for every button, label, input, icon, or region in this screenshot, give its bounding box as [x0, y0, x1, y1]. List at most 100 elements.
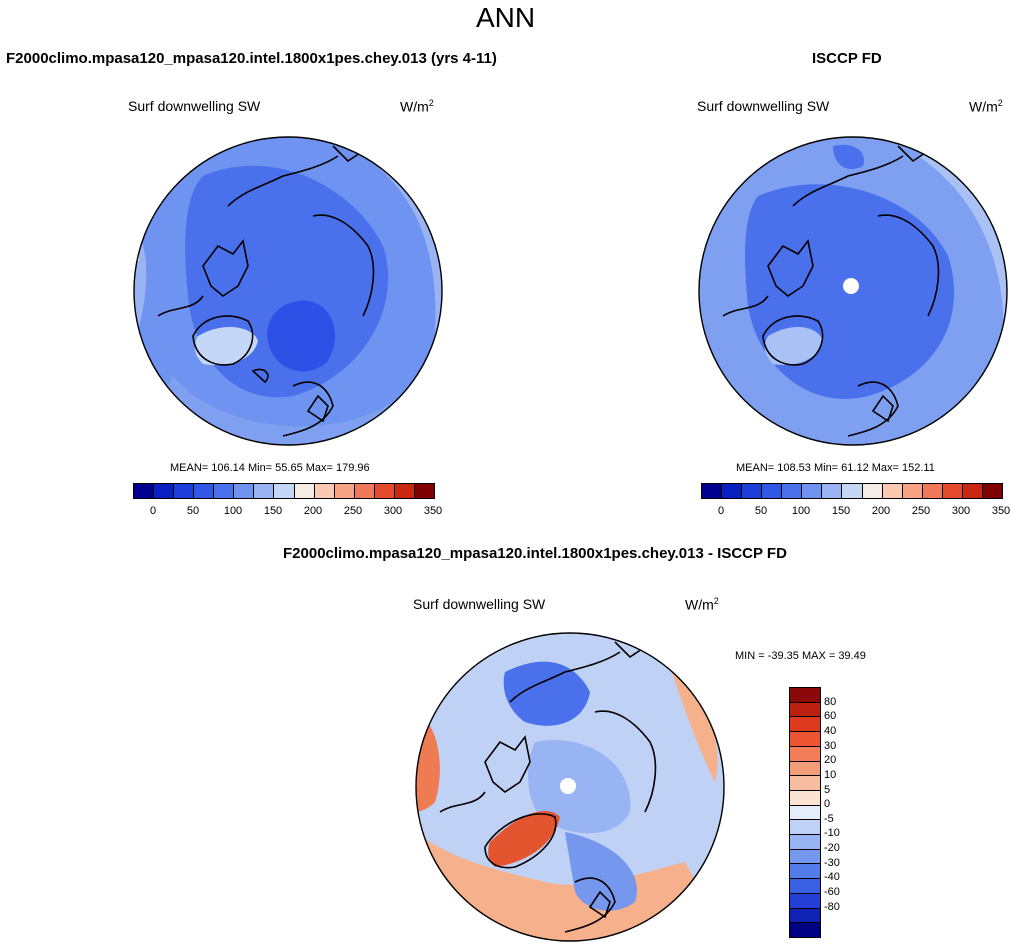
warm-east — [665, 652, 718, 782]
colorbar-tick-label: -10 — [824, 827, 840, 840]
colorbar-tick-label: 0 — [149, 505, 157, 517]
colorbar-swatch — [722, 484, 743, 498]
colorbar-swatch — [234, 484, 255, 498]
panel-3-stats: MIN = -39.35 MAX = 39.49 — [735, 650, 866, 662]
colorbar-swatch — [194, 484, 215, 498]
colorbar-tick-label: 10 — [824, 768, 837, 781]
panel-2-title: ISCCP FD — [812, 50, 882, 67]
colorbar-swatch — [790, 688, 820, 703]
panel-3-variable: Surf downwelling SW — [413, 596, 546, 612]
panel-1-title: F2000climo.mpasa120_mpasa120.intel.1800x… — [6, 50, 497, 67]
colorbar-swatch — [790, 923, 820, 937]
colorbar-tick-label: 30 — [824, 739, 837, 752]
panel-2-units: W/m2 — [969, 98, 1003, 115]
colorbar-swatch — [790, 864, 820, 880]
colorbar-tick-label: -20 — [824, 842, 840, 855]
colorbar-swatch — [962, 484, 983, 498]
colorbar-swatch — [790, 879, 820, 894]
colorbar-tick-label: 350 — [991, 505, 1011, 517]
colorbar-swatch — [882, 484, 903, 498]
colorbar-tick-label: -80 — [824, 900, 840, 913]
colorbar-swatch — [790, 732, 820, 747]
colorbar-tick-label: 40 — [824, 724, 837, 737]
panel-3-map — [415, 632, 725, 942]
colorbar-tick-label: 300 — [383, 505, 403, 517]
mid-blue-zone — [503, 661, 590, 726]
blue-center — [528, 740, 631, 834]
map-border — [415, 632, 725, 942]
colorbar-swatch — [790, 849, 820, 865]
colorbar-swatch — [790, 805, 820, 821]
colorbar-swatch — [174, 484, 195, 498]
colorbar-swatch — [274, 484, 295, 498]
colorbar-swatch — [742, 484, 763, 498]
colorbar-swatch — [702, 484, 723, 498]
colorbar-tick-label: 100 — [223, 505, 243, 517]
colorbar-swatch — [294, 484, 315, 498]
colorbar-tick-label: 150 — [263, 505, 283, 517]
colorbar-swatch — [942, 484, 963, 498]
colorbar-swatch — [842, 484, 863, 498]
colorbar-tick-label: 20 — [824, 754, 837, 767]
colorbar-swatch — [790, 717, 820, 733]
colorbar-tick-label: 80 — [824, 695, 837, 708]
panel-3-units: W/m2 — [685, 596, 719, 613]
colorbar-swatch — [790, 702, 820, 718]
colorbar-swatch — [790, 820, 820, 836]
colorbar-tick-label: -30 — [824, 856, 840, 869]
colorbar-tick-label: 300 — [951, 505, 971, 517]
colorbar-swatch — [790, 893, 820, 909]
greenland-pale — [764, 326, 823, 366]
main-title: ANN — [475, 2, 536, 33]
colorbar-tick-label: 150 — [831, 505, 851, 517]
map-border — [698, 136, 1008, 446]
colorbar-swatch — [374, 484, 395, 498]
panel-1-variable: Surf downwelling SW — [128, 98, 261, 114]
missing-pole — [843, 278, 859, 294]
colorbar-tick-label: 350 — [423, 505, 443, 517]
colorbar-tick-label: 100 — [791, 505, 811, 517]
panel-1-map — [133, 136, 443, 446]
colorbar-swatch — [790, 835, 820, 850]
colorbar-swatch — [254, 484, 275, 498]
panel-2-colorbar — [701, 483, 1003, 499]
colorbar-swatch — [790, 761, 820, 777]
colorbar-swatch — [134, 484, 155, 498]
colorbar-tick-label: 60 — [824, 710, 837, 723]
colorbar-tick-label: 0 — [824, 798, 831, 811]
blue-low — [565, 832, 637, 911]
colorbar-tick-label: -60 — [824, 886, 840, 899]
colorbar-swatch — [762, 484, 783, 498]
colorbar-tick-label: 250 — [343, 505, 363, 517]
panel-1-units: W/m2 — [400, 98, 434, 115]
greenland-hot — [488, 811, 560, 867]
greenland-pale — [194, 326, 258, 366]
colorbar-tick-label: -40 — [824, 871, 840, 884]
panel-2-variable: Surf downwelling SW — [697, 98, 830, 114]
colorbar-swatch — [802, 484, 823, 498]
map-border — [133, 136, 443, 446]
colorbar-swatch — [790, 908, 820, 924]
colorbar-swatch — [902, 484, 923, 498]
colorbar-swatch — [790, 746, 820, 762]
colorbar-swatch — [982, 484, 1002, 498]
colorbar-swatch — [790, 776, 820, 791]
panel-2-map — [698, 136, 1008, 446]
panel-2-stats: MEAN= 108.53 Min= 61.12 Max= 152.11 — [736, 462, 935, 474]
colorbar-swatch — [354, 484, 375, 498]
colorbar-tick-label: 50 — [754, 505, 768, 517]
panel-1-stats: MEAN= 106.14 Min= 55.65 Max= 179.96 — [170, 462, 370, 474]
colorbar-swatch — [862, 484, 883, 498]
panel-1-colorbar — [133, 483, 435, 499]
colorbar-swatch — [154, 484, 175, 498]
north-spot — [833, 144, 864, 170]
colorbar-tick-label: 0 — [717, 505, 725, 517]
colorbar-tick-label: -5 — [824, 812, 834, 825]
colorbar-swatch — [334, 484, 355, 498]
colorbar-swatch — [414, 484, 434, 498]
colorbar-tick-label: 250 — [911, 505, 931, 517]
colorbar-tick-label: 200 — [871, 505, 891, 517]
colorbar-swatch — [214, 484, 235, 498]
colorbar-swatch — [314, 484, 335, 498]
coastlines — [157, 145, 379, 437]
